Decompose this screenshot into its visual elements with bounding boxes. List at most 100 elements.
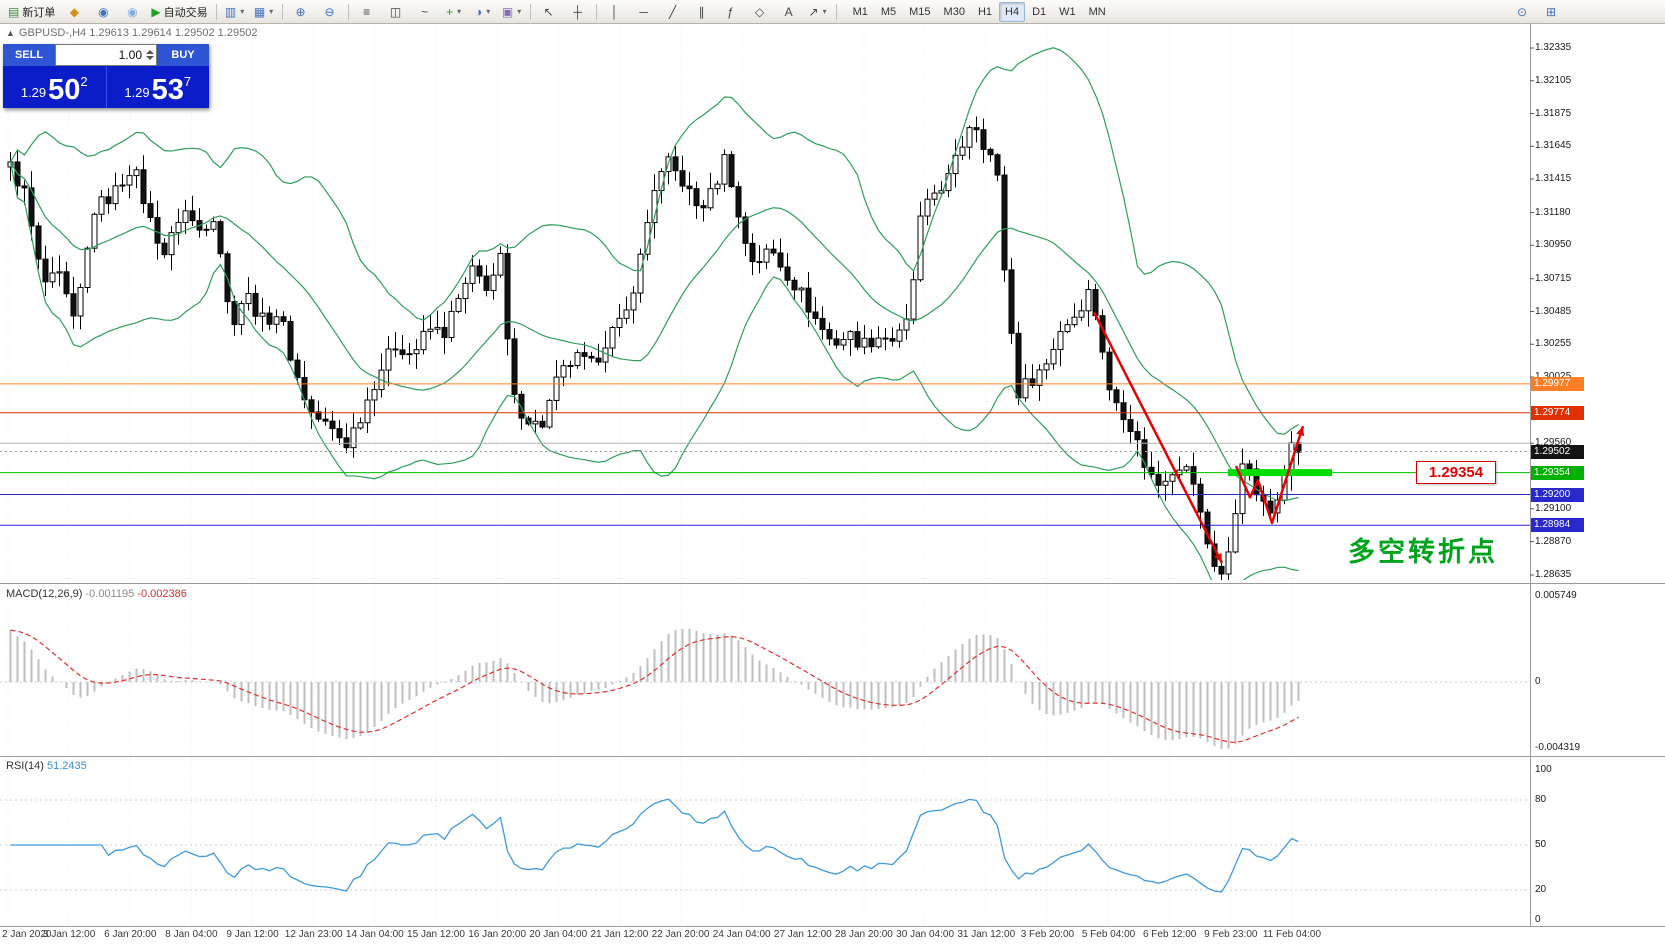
buy-button[interactable]: BUY	[157, 44, 209, 66]
line-mode-icon-glyph: ~	[421, 4, 429, 19]
crosshair-icon-glyph: ┼	[573, 4, 582, 19]
new-chart-icon[interactable]: ▥ ▾	[221, 1, 249, 23]
metaeditor-icon[interactable]: ◉	[89, 1, 117, 23]
chart-marker-icon: ▲	[6, 28, 15, 38]
rsi-scale-label: 50	[1535, 839, 1547, 850]
toolbar: ▤ 新订单 ◆ ◉ ◉ ▶ 自动交易 ▥ ▾ ▦ ▾ ⊕ ⊖ ≡ ◫ ~ + ▾ ◑ ▾ ▣ ▾ ↖ ┼ │ ─ ╱ ∥ ƒ ◇ A ↗ ▾ M1…	[0, 0, 1665, 24]
grid-layer	[7, 26, 1293, 925]
vertical-line-icon[interactable]: │	[601, 1, 629, 23]
time-label: 20 Jan 04:00	[529, 929, 588, 940]
channel-icon-glyph: ∥	[698, 4, 705, 19]
rsi-name: RSI(14)	[6, 760, 44, 772]
price-badge: 1.29502	[1531, 444, 1584, 459]
spinner-down-icon[interactable]	[145, 56, 154, 60]
crosshair-icon[interactable]: ┼	[564, 1, 592, 23]
timeframe-d1[interactable]: D1	[1032, 5, 1047, 18]
time-label: 6 Jan 20:00	[104, 929, 157, 940]
timeframe-mn[interactable]: MN	[1088, 5, 1106, 18]
spinner-up-icon[interactable]	[145, 50, 154, 54]
zoom-in-icon-glyph: ⊕	[295, 4, 306, 19]
price-tick-label: 1.30255	[1535, 338, 1572, 350]
options-icon-glyph: ◉	[127, 4, 138, 19]
price-label-box[interactable]: 1.29354	[1416, 461, 1496, 484]
new-chart-icon-glyph: ▥	[224, 4, 237, 19]
trendline-icon-glyph: ╱	[668, 4, 677, 19]
volume-spinner[interactable]	[144, 49, 155, 61]
shapes-icon-glyph: ◇	[754, 4, 765, 19]
timeframe-h4[interactable]: H4	[999, 1, 1026, 22]
timeframe-m5[interactable]: M5	[880, 5, 897, 18]
shapes-icon[interactable]: ◇	[746, 1, 774, 23]
line-mode-icon[interactable]: ~	[411, 1, 439, 23]
autotrade-button[interactable]: ▶ 自动交易	[147, 1, 211, 23]
periods-icon[interactable]: ◑ ▾	[469, 1, 497, 23]
macd-name: MACD(12,26,9)	[6, 588, 83, 600]
data-window-icon[interactable]: ⊞	[1537, 1, 1565, 23]
options-icon[interactable]: ◉	[118, 1, 146, 23]
time-label: 28 Jan 20:00	[835, 929, 893, 940]
timeframe-m1[interactable]: M1	[852, 5, 868, 18]
zoom-in-icon[interactable]: ⊕	[287, 1, 315, 23]
price-badge: 1.29977	[1531, 376, 1584, 391]
periods-icon-glyph: ◑	[474, 4, 483, 19]
time-label: 9 Jan 12:00	[226, 929, 279, 940]
price-badge: 1.29774	[1531, 405, 1584, 420]
time-label: 27 Jan 12:00	[773, 929, 832, 940]
time-label: 24 Jan 04:00	[712, 929, 771, 940]
indicators-icon[interactable]: + ▾	[440, 1, 468, 23]
time-label: 30 Jan 04:00	[896, 929, 955, 940]
bars-mode-icon[interactable]: ≡	[353, 1, 381, 23]
price-tick-label: 1.31415	[1535, 173, 1572, 185]
macd-value: -0.001195	[85, 588, 135, 600]
new-order-button[interactable]: ▤ 新订单	[4, 1, 59, 23]
arrows-icon-glyph: ↗	[808, 4, 819, 19]
trendline-icon[interactable]: ╱	[659, 1, 687, 23]
timeframe-m30[interactable]: M30	[943, 5, 965, 18]
time-label: 21 Jan 12:00	[590, 929, 649, 940]
sell-price-small: 1.29	[20, 85, 47, 100]
macd-scale-label: -0.004319	[1535, 742, 1581, 753]
horizontal-line-icon[interactable]: ─	[630, 1, 658, 23]
price-tick-label: 1.29560	[1535, 437, 1572, 449]
time-label: 3 Feb 20:00	[1020, 929, 1075, 940]
fibonacci-icon[interactable]: ƒ	[717, 1, 745, 23]
rsi-layer	[0, 798, 1530, 893]
channel-icon[interactable]: ∥	[688, 1, 716, 23]
time-label: 9 Feb 23:00	[1204, 929, 1258, 940]
buy-price-sup: 7	[183, 74, 192, 89]
search-icon[interactable]: ⊙	[1508, 1, 1536, 23]
toolbar-separator	[281, 3, 283, 20]
volume-value: 1.00	[118, 48, 142, 62]
price-tick-label: 1.32105	[1535, 74, 1572, 86]
new-order-glyph: ▤	[8, 4, 20, 19]
text-icon[interactable]: A	[775, 1, 803, 23]
buy-price[interactable]: 1.29 53 7	[107, 66, 210, 108]
toolbar-separator	[347, 3, 349, 20]
arrows-icon[interactable]: ↗ ▾	[804, 1, 832, 23]
timeframe-m15[interactable]: M15	[909, 5, 931, 18]
profiles-icon[interactable]: ▦ ▾	[250, 1, 278, 23]
zoom-out-icon[interactable]: ⊖	[316, 1, 344, 23]
templates-icon[interactable]: ▣ ▾	[498, 1, 526, 23]
price-tick-label: 1.31875	[1535, 107, 1572, 119]
alerts-icon[interactable]: ◆	[60, 1, 88, 23]
candles-mode-icon[interactable]: ◫	[382, 1, 410, 23]
cursor-icon[interactable]: ↖	[535, 1, 563, 23]
sell-price[interactable]: 1.29 50 2	[3, 66, 106, 108]
templates-icon-glyph: ▣	[501, 4, 514, 19]
volume-field[interactable]: 1.00	[55, 44, 157, 66]
text-icon-glyph: A	[784, 4, 793, 19]
price-tick-label: 1.28870	[1535, 535, 1572, 547]
time-label: 8 Jan 04:00	[165, 929, 218, 940]
timeframe-w1[interactable]: W1	[1059, 5, 1076, 18]
timeframe-h1[interactable]: H1	[977, 5, 993, 18]
sell-button[interactable]: SELL	[3, 44, 55, 66]
macd-layer	[0, 628, 1530, 749]
rsi-scale-label: 20	[1535, 884, 1547, 895]
profiles-icon-glyph: ▦	[253, 4, 266, 19]
time-label: 22 Jan 20:00	[651, 929, 710, 940]
time-label: 15 Jan 12:00	[407, 929, 465, 940]
price-badge: 1.28984	[1531, 518, 1584, 533]
